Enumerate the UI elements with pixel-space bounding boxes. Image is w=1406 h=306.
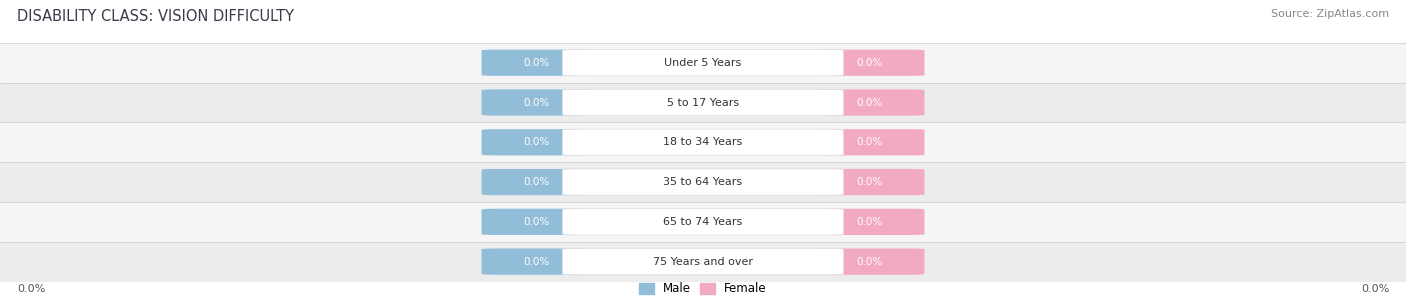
Text: 0.0%: 0.0% [523, 217, 550, 227]
Bar [0, 162, 1406, 202]
Text: 0.0%: 0.0% [856, 217, 883, 227]
Bar [0, 122, 1406, 162]
Text: 0.0%: 0.0% [856, 257, 883, 267]
Text: 35 to 64 Years: 35 to 64 Years [664, 177, 742, 187]
Text: 0.0%: 0.0% [523, 137, 550, 147]
Legend: Male, Female: Male, Female [634, 278, 772, 300]
Text: 0.0%: 0.0% [856, 58, 883, 68]
Text: 75 Years and over: 75 Years and over [652, 257, 754, 267]
FancyBboxPatch shape [562, 169, 844, 195]
Text: DISABILITY CLASS: VISION DIFFICULTY: DISABILITY CLASS: VISION DIFFICULTY [17, 9, 294, 24]
Text: 0.0%: 0.0% [1361, 284, 1389, 294]
FancyBboxPatch shape [562, 209, 844, 235]
Text: 65 to 74 Years: 65 to 74 Years [664, 217, 742, 227]
Text: 0.0%: 0.0% [523, 98, 550, 107]
FancyBboxPatch shape [815, 209, 925, 235]
Text: 0.0%: 0.0% [856, 98, 883, 107]
Text: 0.0%: 0.0% [856, 177, 883, 187]
Text: 0.0%: 0.0% [523, 177, 550, 187]
FancyBboxPatch shape [815, 248, 925, 275]
Bar [0, 202, 1406, 242]
Text: 0.0%: 0.0% [856, 137, 883, 147]
Bar [0, 242, 1406, 282]
FancyBboxPatch shape [815, 89, 925, 116]
Text: 0.0%: 0.0% [17, 284, 45, 294]
FancyBboxPatch shape [481, 129, 591, 155]
FancyBboxPatch shape [481, 50, 591, 76]
Text: Under 5 Years: Under 5 Years [665, 58, 741, 68]
FancyBboxPatch shape [815, 129, 925, 155]
FancyBboxPatch shape [562, 248, 844, 275]
FancyBboxPatch shape [481, 209, 591, 235]
FancyBboxPatch shape [815, 169, 925, 195]
FancyBboxPatch shape [481, 169, 591, 195]
FancyBboxPatch shape [562, 129, 844, 155]
FancyBboxPatch shape [481, 248, 591, 275]
FancyBboxPatch shape [562, 50, 844, 76]
Bar [0, 83, 1406, 122]
Bar [0, 43, 1406, 83]
FancyBboxPatch shape [481, 89, 591, 116]
Text: 5 to 17 Years: 5 to 17 Years [666, 98, 740, 107]
Text: Source: ZipAtlas.com: Source: ZipAtlas.com [1271, 9, 1389, 19]
Text: 0.0%: 0.0% [523, 58, 550, 68]
FancyBboxPatch shape [815, 50, 925, 76]
Text: 0.0%: 0.0% [523, 257, 550, 267]
FancyBboxPatch shape [562, 89, 844, 116]
Text: 18 to 34 Years: 18 to 34 Years [664, 137, 742, 147]
